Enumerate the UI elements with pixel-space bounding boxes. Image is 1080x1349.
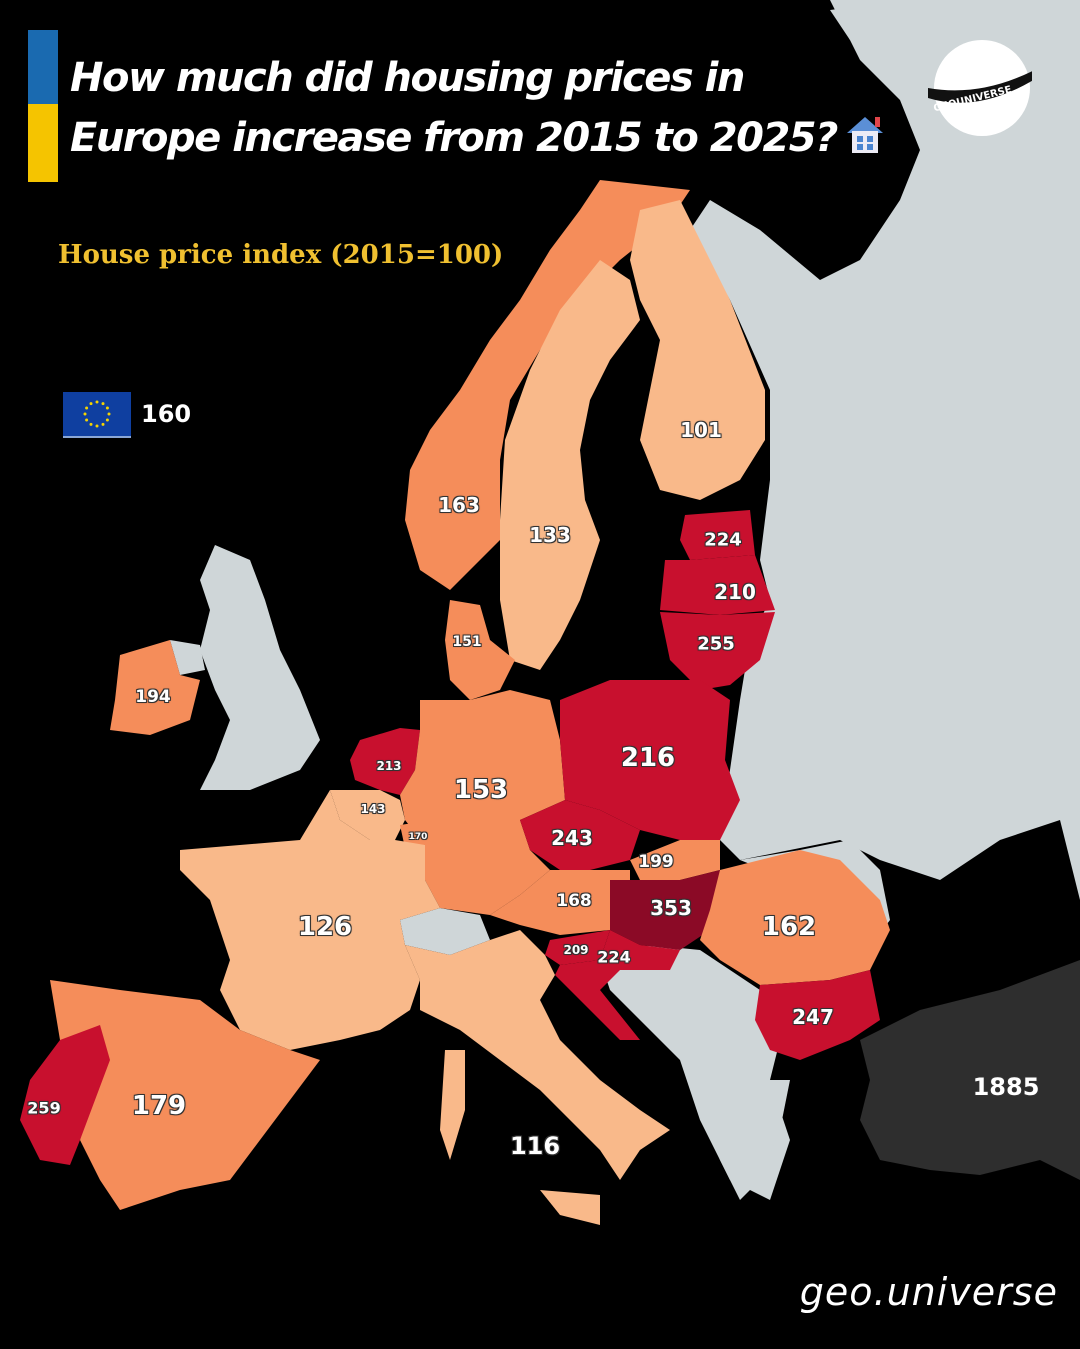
region-romania: [700, 850, 890, 985]
geouniverse-logo: GEOUNIVERSE: [928, 40, 1032, 136]
region-svalbard: [830, 5, 890, 50]
label-croatia: 224: [597, 947, 631, 967]
region-norway: [405, 180, 690, 590]
region-turkey: [860, 960, 1080, 1180]
label-sweden: 133: [529, 523, 571, 547]
label-denmark: 151: [452, 634, 482, 650]
label-turkey: 1885: [972, 1073, 1040, 1101]
region-bulgaria: [755, 970, 880, 1060]
label-slovakia: 199: [638, 852, 674, 872]
region-germany: [400, 690, 565, 915]
title-line-1: How much did housing prices in: [70, 55, 745, 101]
region-slovakia: [630, 840, 720, 880]
label-italy: 116: [509, 1132, 561, 1160]
region-finland: [630, 200, 765, 500]
label-czechia: 243: [551, 826, 593, 850]
label-netherlands: 213: [376, 759, 402, 773]
eu-flag-icon: [63, 392, 131, 438]
region-northern-ireland: [170, 640, 205, 675]
region-switzerland: [400, 908, 490, 955]
region-portugal: [20, 1025, 110, 1165]
label-poland: 216: [620, 743, 676, 773]
credit-watermark: geo.universe: [799, 1270, 1058, 1314]
region-sicily: [540, 1190, 600, 1225]
ukraine-flag-bar: [28, 30, 58, 182]
region-austria: [490, 870, 630, 935]
region-uk: [200, 545, 320, 790]
eu-average-value: 160: [141, 400, 192, 428]
label-hungary: 353: [650, 896, 692, 920]
label-ireland: 194: [135, 687, 171, 707]
region-estonia: [680, 510, 755, 560]
region-italy: [405, 930, 670, 1180]
label-austria: 168: [556, 891, 592, 911]
region-greece: [705, 1080, 790, 1200]
region-france: [180, 790, 440, 1050]
region-ireland: [110, 640, 200, 735]
flag-blue-stripe: [28, 30, 58, 104]
label-latvia: 210: [714, 580, 756, 604]
label-spain: 179: [131, 1091, 187, 1121]
region-latvia: [660, 555, 775, 615]
label-estonia: 224: [704, 529, 742, 551]
map-subtitle: House price index (2015=100): [58, 240, 504, 270]
region-sardinia: [440, 1050, 465, 1160]
flag-yellow-stripe: [28, 104, 58, 182]
label-finland: 101: [680, 418, 722, 442]
region-sweden: [500, 260, 640, 670]
title-line-2: Europe increase from 2015 to 2025?: [70, 108, 889, 168]
region-netherlands: [350, 728, 420, 795]
label-bulgaria: 247: [792, 1005, 834, 1029]
label-belgium: 143: [360, 802, 386, 816]
region-denmark: [445, 600, 515, 700]
region-spain: [50, 980, 320, 1210]
label-portugal: 259: [27, 1098, 61, 1118]
region-poland-fill: [560, 680, 740, 840]
label-romania: 162: [761, 912, 817, 942]
house-icon: [846, 117, 883, 153]
region-belgium: [330, 790, 405, 840]
region-czechia: [520, 800, 640, 870]
region-slovenia: [545, 930, 610, 965]
label-lithuania: 255: [697, 633, 735, 655]
label-germany: 153: [453, 775, 509, 805]
label-luxembourg: 170: [408, 832, 428, 842]
label-norway: 163: [438, 493, 480, 517]
page-title: How much did housing prices in Europe in…: [70, 48, 889, 168]
label-france: 126: [297, 912, 353, 942]
label-slovenia: 209: [563, 943, 589, 957]
region-russia: [690, 0, 1080, 900]
region-croatia: [555, 930, 680, 1040]
region-lithuania: [660, 612, 775, 690]
